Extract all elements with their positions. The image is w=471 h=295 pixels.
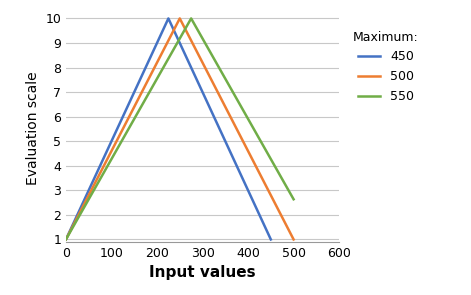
Line: 450: 450 xyxy=(66,18,271,240)
500 xyxy=(177,17,183,20)
450 xyxy=(166,17,171,20)
500 xyxy=(291,238,296,241)
Line: 550: 550 xyxy=(66,18,293,240)
450 xyxy=(63,238,69,241)
550 xyxy=(291,197,296,201)
Line: 500: 500 xyxy=(66,18,293,240)
Legend: 450, 500, 550: 450, 500, 550 xyxy=(348,26,424,108)
550 xyxy=(188,17,194,20)
X-axis label: Input values: Input values xyxy=(149,265,256,280)
Y-axis label: Evaluation scale: Evaluation scale xyxy=(25,71,40,185)
450 xyxy=(268,238,274,241)
550 xyxy=(63,238,69,241)
500 xyxy=(63,238,69,241)
